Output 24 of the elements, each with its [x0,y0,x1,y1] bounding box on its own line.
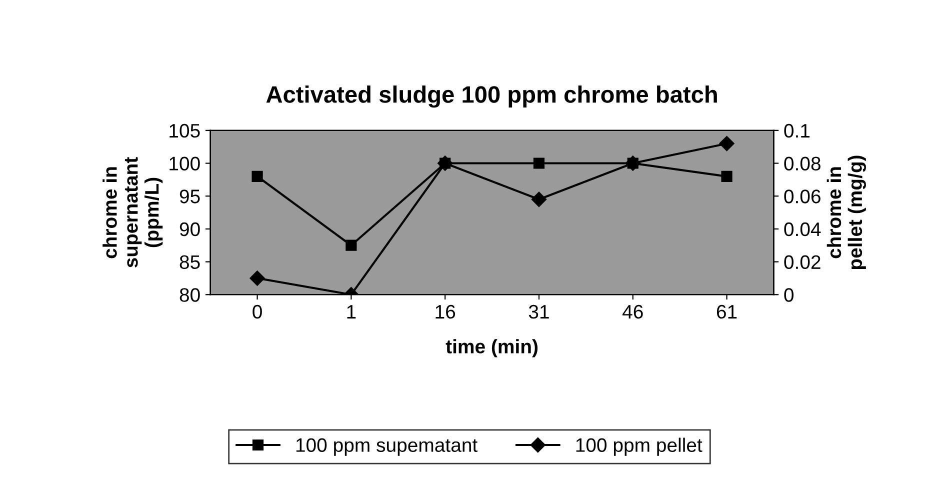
x-tick-label: 46 [622,304,643,319]
x-tick-label: 1 [347,305,356,318]
y-axis-title: chrome in supernatant (ppm/L) [102,157,163,268]
x-tick-label: 31 [528,304,549,319]
chart-title: Activated sludge 100 ppm chrome batch [266,86,717,108]
x-tick-label: 61 [716,304,737,319]
x-tick-label: 16 [436,304,456,319]
y-tick-label: 95 [180,190,200,204]
x-tick-label: 0 [252,304,262,319]
legend-label: 100 ppm pellet [576,438,702,456]
y2-tick-label: 0.02 [784,255,820,270]
y-tick-label: 80 [180,288,200,302]
y-tick-label: 90 [180,222,200,236]
y-tick-label: 105 [170,124,200,138]
y2-axis-title: chrome in pellet (mg/g) [826,156,866,270]
y-tick-label: 100 [170,156,200,170]
y-tick-label: 85 [180,255,200,270]
y2-tick-label: 0.06 [784,190,820,204]
legend-label: 100 ppm supematant [296,438,478,456]
y2-tick-label: 0.04 [784,222,821,236]
y2-tick-label: 0.1 [784,124,810,138]
x-axis-title: time (min) [446,339,538,358]
y2-tick-label: 0.08 [784,156,820,170]
y2-tick-label: 0 [784,288,794,302]
